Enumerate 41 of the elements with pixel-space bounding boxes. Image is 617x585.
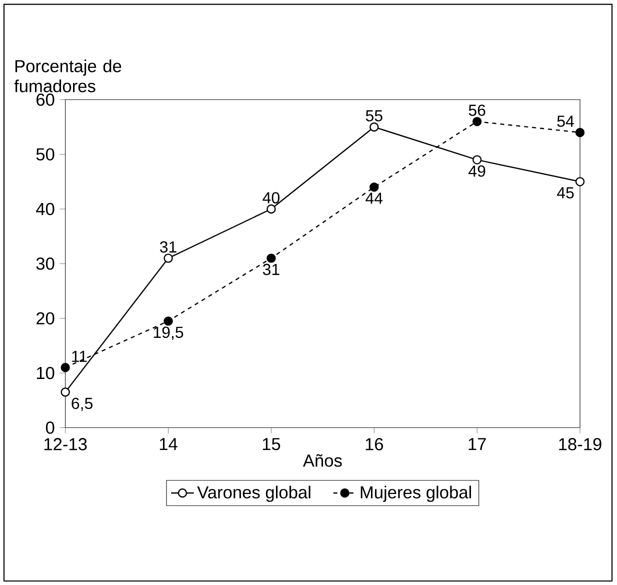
x-tick-label: 16	[366, 438, 384, 450]
legend-label: Varones global	[197, 486, 310, 502]
point	[164, 316, 173, 326]
point	[370, 182, 379, 192]
x-tick-label: 17	[468, 438, 486, 450]
data-label: 55	[366, 110, 382, 122]
data-label: 31	[262, 264, 280, 276]
point	[164, 254, 173, 263]
data-label: 49	[468, 165, 486, 177]
data-label: 31	[160, 241, 176, 253]
legend-label: Mujeres global	[360, 486, 471, 502]
point	[370, 122, 379, 132]
data-label: 40	[262, 192, 280, 204]
data-label: 56	[468, 104, 486, 116]
data-label: 19,5	[154, 326, 184, 340]
x-tick-label: 12-13	[44, 438, 87, 450]
point	[60, 388, 70, 397]
data-label: 45	[556, 187, 574, 198]
y-tick-label: 40	[36, 202, 54, 216]
y-tick-label: 10	[36, 366, 54, 380]
data-label: 44	[366, 192, 383, 204]
point	[266, 204, 276, 214]
data-label: 11	[72, 350, 87, 362]
point	[472, 155, 482, 164]
point	[575, 177, 585, 186]
data-label: 54	[557, 116, 574, 127]
y-axis-title: Porcentaje de fumadores	[14, 60, 122, 92]
y-tick-label: 0	[46, 422, 54, 434]
y-tick-label: 50	[36, 148, 54, 160]
point	[472, 116, 482, 126]
x-tick-label: 15	[262, 438, 280, 450]
point	[60, 362, 70, 372]
y-tick-label: 30	[36, 258, 54, 270]
point	[575, 128, 585, 138]
x-tick-label: 18-19	[559, 438, 602, 450]
point	[266, 254, 276, 263]
x-axis-title: Años	[302, 454, 342, 467]
x-tick-label: 14	[160, 438, 178, 450]
y-tick-label: 20	[36, 312, 54, 324]
y-tick-label: 60	[36, 94, 54, 106]
data-label: 6,5	[72, 398, 92, 411]
